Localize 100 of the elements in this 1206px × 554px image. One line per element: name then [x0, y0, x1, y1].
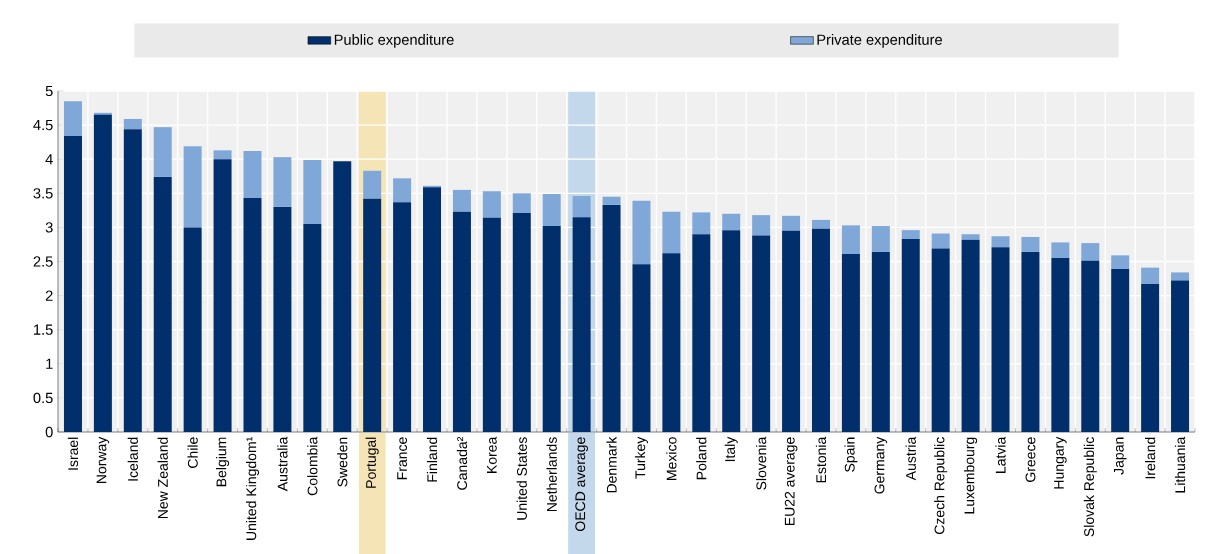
x-tick-label: Ireland — [1144, 437, 1156, 479]
bar — [1051, 258, 1070, 432]
x-tick-label: New Zealand — [157, 437, 168, 519]
x-tick-label: Hungary — [1054, 436, 1067, 489]
bar — [123, 129, 142, 432]
bar — [482, 217, 501, 432]
bar — [692, 212, 711, 235]
y-tick-label: 3.5 — [33, 188, 53, 199]
x-tick-label: Czech Republic — [934, 437, 948, 535]
x-tick-label: Chile — [187, 437, 198, 468]
y-tick-label: 0.5 — [33, 392, 53, 404]
x-tick-label: OECD average — [575, 437, 588, 531]
bar — [303, 223, 322, 432]
x-tick-label: Sweden — [337, 437, 348, 487]
bar — [901, 239, 920, 432]
bar — [722, 213, 741, 231]
legend-label: Public expenditure — [334, 34, 454, 48]
x-tick-label: Slovenia — [756, 436, 767, 490]
x-tick-label: Estonia — [815, 436, 827, 483]
x-tick-label: Slovak Republic — [1083, 437, 1097, 537]
bar — [1141, 267, 1160, 285]
bar — [991, 247, 1010, 432]
x-tick-label: Japan — [1113, 437, 1127, 475]
x-tick-label: Iceland — [127, 437, 138, 481]
y-tick-label: 1 — [46, 358, 53, 369]
bar — [602, 196, 621, 205]
y-tick-label: 4 — [45, 154, 53, 165]
bar — [632, 264, 651, 432]
bar — [722, 230, 741, 432]
bar — [632, 200, 651, 265]
bar — [393, 178, 412, 203]
bar — [1111, 255, 1130, 269]
bar — [213, 150, 232, 160]
bar — [931, 233, 950, 249]
x-tick-label: Lithuania — [1174, 436, 1186, 493]
bar — [572, 196, 591, 218]
bar — [273, 206, 292, 432]
x-tick-label: United States — [516, 437, 527, 520]
bar — [93, 114, 112, 432]
y-tick-label: 2.5 — [33, 256, 53, 267]
bar — [961, 234, 980, 240]
bar — [183, 146, 202, 228]
x-tick-label: Israel — [67, 437, 79, 470]
x-tick-label: Australia — [277, 436, 288, 492]
x-tick-label: Germany — [874, 436, 888, 494]
bar — [153, 176, 172, 432]
bar — [542, 193, 561, 227]
bar — [662, 211, 681, 254]
x-tick-label: Portugal — [365, 437, 379, 488]
bar — [602, 204, 621, 432]
bar — [452, 189, 471, 212]
x-tick-label: Greece — [1025, 437, 1036, 482]
y-tick-label: 1.5 — [34, 324, 53, 335]
bar — [1141, 284, 1160, 432]
bar — [871, 226, 890, 252]
x-tick-label: Belgium — [216, 437, 230, 487]
y-tick-label: 4.5 — [33, 120, 53, 131]
bar — [452, 211, 471, 432]
bar — [662, 253, 681, 432]
bar — [991, 236, 1010, 248]
bar — [1171, 272, 1190, 281]
x-tick-label: Latvia — [995, 436, 1006, 473]
bar — [752, 235, 771, 432]
x-tick-label: Austria — [905, 436, 916, 481]
bar — [363, 198, 382, 432]
bar — [183, 227, 202, 432]
bar — [931, 248, 950, 432]
bar — [782, 230, 801, 432]
bar — [423, 187, 442, 432]
bar — [303, 159, 322, 224]
bar — [93, 112, 112, 115]
bar — [393, 202, 412, 432]
y-tick-label: 5 — [45, 85, 53, 97]
x-tick-label: Norway — [96, 436, 110, 484]
bar — [572, 217, 591, 432]
y-tick-label: 3 — [45, 222, 53, 233]
bar — [123, 118, 142, 130]
bar — [1021, 251, 1040, 432]
bar — [1021, 236, 1040, 252]
bar — [333, 161, 352, 432]
x-tick-label: Spain — [844, 437, 858, 472]
bar — [1171, 280, 1190, 432]
bar — [1081, 260, 1100, 432]
x-tick-label: EU22 average — [784, 437, 798, 526]
x-tick-label: France — [397, 437, 407, 480]
bar — [1051, 242, 1070, 259]
x-tick-label: Poland — [696, 437, 707, 480]
y-tick-label: 0 — [45, 426, 53, 438]
bar — [243, 151, 262, 199]
bar — [273, 157, 292, 207]
bar — [512, 213, 531, 432]
y-tick-label: 2 — [45, 290, 53, 301]
bar — [1111, 269, 1130, 432]
bar — [363, 170, 382, 199]
x-tick-label: Luxembourg — [964, 437, 978, 514]
bar — [961, 239, 980, 432]
legend-label: Private expenditure — [817, 34, 942, 48]
x-tick-label: Turkey — [634, 436, 648, 479]
x-tick-label: Korea — [486, 436, 497, 473]
x-tick-label: United Kingdom¹ — [245, 437, 260, 540]
